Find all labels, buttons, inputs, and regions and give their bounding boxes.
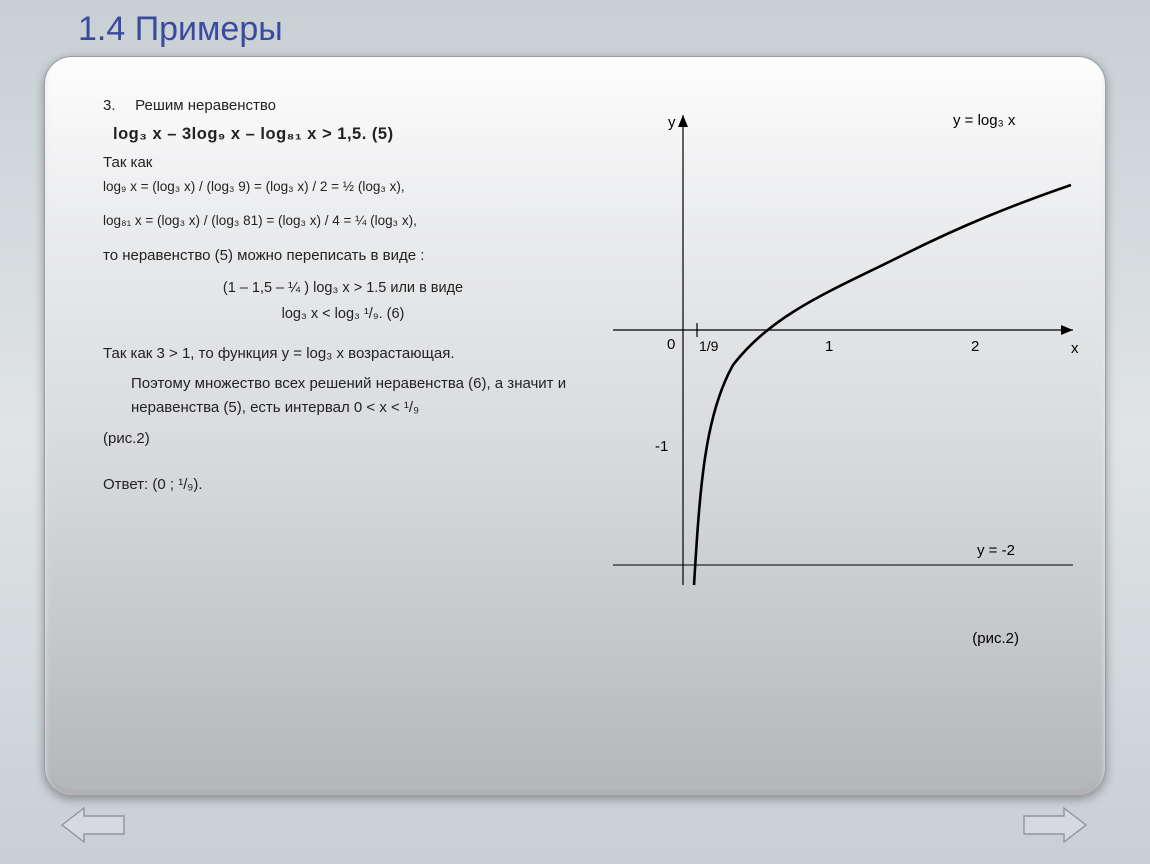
tick-label: 1/9 (699, 338, 719, 354)
log-chart: y x 0 y = log₃ x y = -2 1/9 1 2 -1 (573, 85, 1093, 605)
rewrite-text: то неравенство (5) можно переписать в ви… (103, 245, 583, 268)
x-axis-label: x (1071, 340, 1079, 357)
problem-number: 3. (103, 95, 131, 118)
figure-ref-2: (рис.2) (972, 630, 1019, 647)
conclusion-text: Поэтому множество всех решений неравенст… (131, 372, 583, 420)
monotone-note: Так как 3 > 1, то функция y = log₃ x воз… (103, 343, 583, 366)
derivation-2: log₈₁ x = (log₃ x) / (log₃ 81) = (log₃ x… (103, 211, 583, 231)
content-panel: 3. Решим неравенство log₃ x – 3log₉ x – … (44, 56, 1106, 796)
tick-label: -1 (655, 438, 668, 455)
y-axis-label: y (668, 114, 676, 131)
log-curve (694, 185, 1071, 585)
since-label: Так как (103, 152, 583, 175)
problem-intro-text: Решим неравенство (135, 97, 276, 114)
centered-eq-2: log₃ x < log₃ ¹/₉. (6) (103, 304, 583, 326)
arrow-right-icon (1020, 802, 1088, 848)
tick-labels: 1/9 1 2 -1 (655, 338, 979, 455)
text-column: 3. Решим неравенство log₃ x – 3log₉ x – … (103, 95, 583, 497)
content-row: 3. Решим неравенство log₃ x – 3log₉ x – … (103, 95, 1057, 497)
inequality-main: log₃ x – 3log₉ x – log₈₁ x > 1,5. (5) (113, 122, 583, 147)
y-axis-arrow-icon (678, 115, 688, 127)
page-title: 1.4 Примеры (78, 10, 283, 49)
arrow-left-icon (60, 802, 128, 848)
centered-eq-1: (1 – 1,5 – ¼ ) log₃ x > 1.5 или в виде (103, 278, 583, 300)
tick-label: 1 (825, 338, 833, 355)
chart-column: y x 0 y = log₃ x y = -2 1/912-1 (рис.2) (583, 95, 1057, 497)
origin-label: 0 (667, 336, 675, 353)
answer-text: Ответ: (0 ; ¹/₉). (103, 474, 583, 497)
hline-label: y = -2 (977, 542, 1015, 559)
prev-button[interactable] (60, 802, 128, 848)
problem-intro: 3. Решим неравенство (103, 95, 583, 118)
derivation-1: log₉ x = (log₃ x) / (log₃ 9) = (log₃ x) … (103, 177, 583, 197)
curve-label: y = log₃ x (953, 112, 1016, 129)
x-axis-arrow-icon (1061, 325, 1073, 335)
next-button[interactable] (1020, 802, 1088, 848)
tick-label: 2 (971, 338, 979, 355)
figure-ref-1: (рис.2) (103, 428, 583, 451)
